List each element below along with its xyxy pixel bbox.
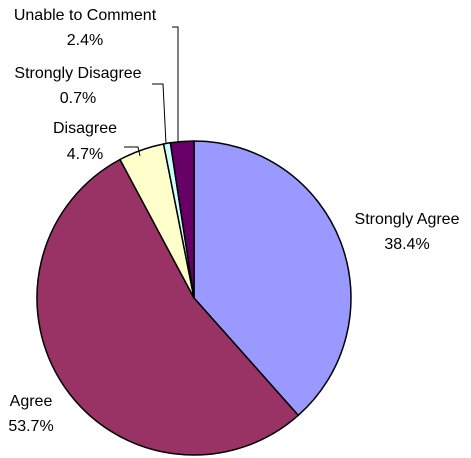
pie-slice-strongly-agree — [193, 140, 352, 417]
leader-line-strongly-disagree — [152, 83, 167, 145]
leader-line-disagree — [124, 146, 141, 157]
slice-value-label: 53.7% — [8, 418, 53, 435]
slice-category-label: Unable to Comment — [14, 7, 157, 24]
slice-value-label: 0.7% — [60, 90, 96, 107]
slice-category-label: Disagree — [53, 120, 117, 137]
pie-slices — [36, 140, 352, 456]
slice-category-label: Strongly Disagree — [14, 65, 141, 82]
slice-category-label: Strongly Agree — [355, 211, 460, 228]
slice-label-disagree: Disagree 4.7% — [53, 120, 117, 163]
slice-value-label: 2.4% — [67, 32, 103, 49]
leader-line-unable-to-comment — [172, 26, 179, 142]
slice-category-label: Agree — [10, 393, 53, 410]
pie-slice-unable-to-comment — [169, 140, 195, 299]
slice-label-strongly-disagree: Strongly Disagree 0.7% — [14, 65, 141, 107]
slice-label-strongly-agree: Strongly Agree 38.4% — [355, 211, 460, 253]
slice-label-unable-to-comment: Unable to Comment 2.4% — [14, 7, 157, 49]
slice-value-label: 4.7% — [67, 146, 103, 163]
leader-lines — [124, 26, 179, 157]
slice-value-label: 38.4% — [384, 236, 429, 253]
slice-labels: Strongly Agree 38.4% Agree 53.7% Disagre… — [8, 7, 459, 435]
pie-slice-agree — [36, 158, 300, 456]
slice-label-agree: Agree 53.7% — [8, 393, 53, 435]
